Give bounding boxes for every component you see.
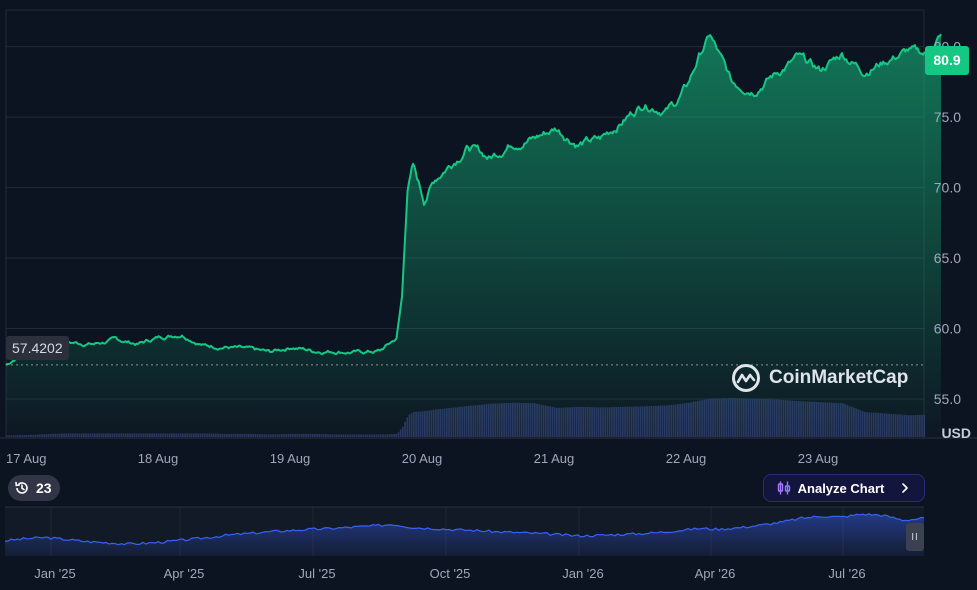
x-tick-label: 23 Aug (798, 451, 839, 466)
watermark-text: CoinMarketCap (769, 367, 909, 388)
start-price-badge: 57.4202 (6, 336, 69, 360)
y-tick-label: 75.0 (934, 109, 961, 125)
navigator-tick-label: Jan '25 (34, 566, 76, 581)
navigator-tick-label: Jul '26 (828, 566, 865, 581)
x-tick-label: 20 Aug (402, 451, 443, 466)
navigator-tick-label: Jul '25 (298, 566, 335, 581)
y-tick-label: 70.0 (934, 180, 961, 196)
coinmarketcap-logo-icon (732, 364, 760, 392)
history-clock-icon (15, 481, 28, 494)
navigator-tick-label: Oct '25 (430, 566, 471, 581)
y-tick-label: 60.0 (934, 320, 961, 336)
price-area-fill (6, 34, 941, 437)
history-button[interactable]: 23 (8, 475, 60, 501)
navigator-handle[interactable]: II (906, 523, 924, 551)
analyze-chart-button[interactable]: Analyze Chart (763, 474, 925, 502)
x-axis: 17 Aug 18 Aug 19 Aug 20 Aug 21 Aug 22 Aug 23 A… (6, 451, 838, 466)
y-tick-label: 65.0 (934, 250, 961, 266)
navigator-tick-label: Apr '25 (164, 566, 205, 581)
navigator-axis: Jan '25 Apr '25 Jul '25 Oct '25 Jan '26 Apr '… (34, 566, 865, 581)
y-tick-label: 55.0 (934, 391, 961, 407)
navigator-tick-label: Apr '26 (695, 566, 736, 581)
history-count: 23 (36, 480, 52, 496)
x-tick-label: 17 Aug (6, 451, 47, 466)
navigator-line (5, 513, 925, 546)
chevron-right-icon (902, 483, 909, 493)
x-tick-label: 21 Aug (534, 451, 575, 466)
price-area-series (5, 33, 942, 437)
navigator-tick-label: Jan '26 (562, 566, 604, 581)
candlestick-icon (777, 481, 790, 495)
x-tick-label: 18 Aug (138, 451, 179, 466)
pause-icon: II (911, 531, 919, 543)
current-price-badge: 80.9 (925, 46, 969, 75)
y-axis-unit: USD (941, 425, 971, 441)
price-line (5, 33, 942, 366)
analyze-chart-label: Analyze Chart (797, 480, 885, 496)
x-tick-label: 22 Aug (666, 451, 707, 466)
x-tick-label: 19 Aug (270, 451, 311, 466)
navigator-area (5, 513, 924, 556)
coinmarketcap-watermark: CoinMarketCap (731, 362, 908, 394)
navigator[interactable] (5, 506, 925, 556)
